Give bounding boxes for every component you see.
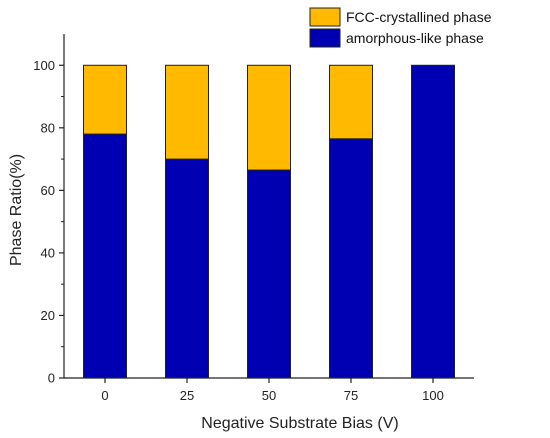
bar-fcc-25	[165, 64, 209, 160]
legend-swatch-fcc	[309, 7, 341, 27]
y-tick-label-0: 0	[48, 371, 55, 386]
legend-swatch-amorphous	[309, 28, 341, 48]
legend: FCC-crystallined phase amorphous-like pha…	[309, 7, 492, 48]
y-tick-label-60: 60	[41, 183, 55, 198]
legend-label-amorphous: amorphous-like phase	[346, 30, 484, 46]
bar-fcc-50	[247, 64, 291, 171]
x-tick-label-50: 50	[262, 388, 276, 403]
y-tick-label-80: 80	[41, 120, 55, 135]
x-axis-title: Negative Substrate Bias (V)	[201, 415, 398, 432]
y-tick-label-20: 20	[41, 308, 55, 323]
ticks-layer: 0 20 40 60 80 100 0 25 50 75 100	[33, 58, 444, 403]
bar-fcc-75	[329, 64, 373, 140]
legend-label-fcc: FCC-crystallined phase	[346, 9, 492, 25]
bar-amorphous-100	[411, 64, 455, 379]
y-tick-label-100: 100	[33, 58, 55, 73]
y-axis-title: Phase Ratio(%)	[8, 154, 25, 266]
bar-fcc-0	[83, 64, 127, 135]
bar-amorphous-25	[165, 158, 209, 379]
bar-amorphous-50	[247, 169, 291, 379]
bar-amorphous-75	[329, 138, 373, 379]
x-tick-label-25: 25	[180, 388, 194, 403]
x-tick-label-75: 75	[344, 388, 358, 403]
x-tick-label-0: 0	[101, 388, 108, 403]
x-tick-label-100: 100	[422, 388, 444, 403]
bar-amorphous-0	[83, 133, 127, 379]
y-tick-label-40: 40	[41, 245, 55, 260]
bars-layer	[83, 64, 455, 379]
